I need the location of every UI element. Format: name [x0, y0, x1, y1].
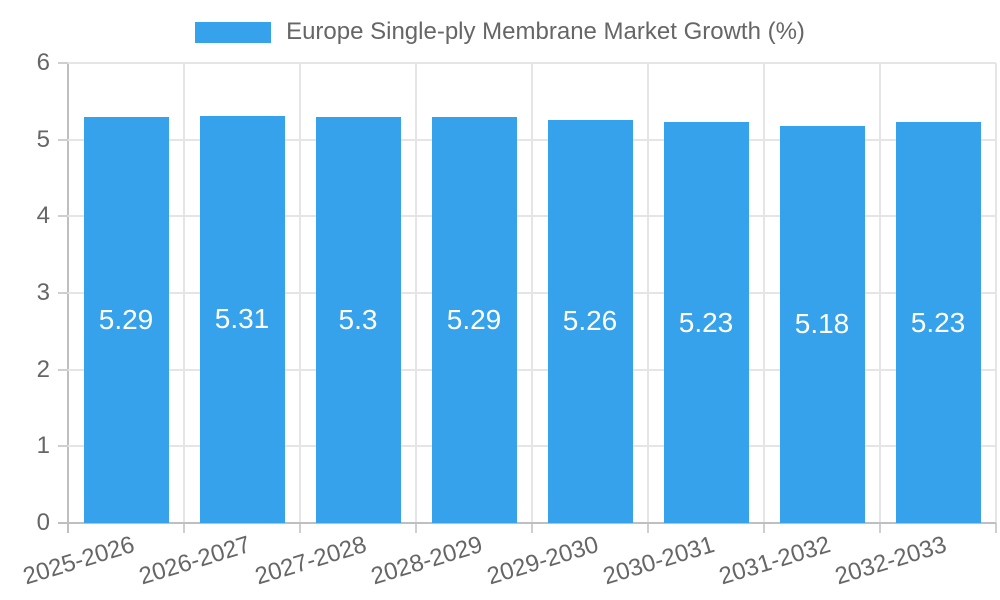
x-axis-tick — [647, 523, 649, 533]
x-axis-line — [58, 522, 996, 524]
bar-value-label: 5.23 — [678, 306, 734, 338]
legend-swatch-icon — [195, 21, 272, 43]
y-axis-line — [67, 63, 69, 533]
x-axis-tick-label: 2025-2026 — [20, 531, 138, 591]
bar[interactable] — [199, 115, 285, 523]
bar[interactable] — [431, 117, 517, 523]
legend-label: Europe Single-ply Membrane Market Growth… — [286, 18, 805, 45]
gridline-vertical — [995, 63, 997, 523]
x-axis-tick — [183, 523, 185, 533]
bar[interactable] — [83, 117, 169, 523]
y-axis-tick — [58, 138, 68, 141]
bar-value-label: 5.3 — [338, 303, 378, 335]
y-axis-tick-label: 5 — [36, 125, 50, 153]
bar[interactable] — [663, 122, 749, 523]
x-axis-tick-label: 2026-2027 — [136, 531, 254, 591]
x-axis-tick — [995, 523, 997, 533]
y-axis-tick — [58, 292, 68, 294]
y-axis-tick-label: 4 — [36, 202, 50, 230]
gridline-horizontal — [68, 368, 996, 371]
x-axis-tick-label: 2027-2028 — [252, 531, 370, 591]
x-axis-tick — [299, 523, 301, 533]
bar-value-label: 5.29 — [446, 304, 502, 336]
gridline-horizontal — [68, 292, 996, 294]
y-axis-tick-label: 1 — [36, 432, 50, 460]
gridline-horizontal — [68, 138, 996, 141]
x-axis-tick — [531, 523, 533, 533]
y-axis-tick-label: 6 — [36, 49, 50, 76]
gridline-horizontal — [68, 445, 996, 448]
x-axis-tick — [415, 523, 417, 533]
y-axis-tick — [58, 62, 68, 64]
legend: Europe Single-ply Membrane Market Growth… — [0, 18, 1000, 45]
y-axis-tick-label: 2 — [36, 355, 50, 383]
y-axis-tick-label: 0 — [36, 509, 50, 536]
x-axis-tick — [763, 523, 765, 533]
bar-value-label: 5.29 — [98, 304, 154, 336]
bar[interactable] — [895, 122, 981, 523]
x-axis-tick-label: 2032-2033 — [832, 531, 950, 591]
bar-value-label: 5.23 — [910, 306, 966, 338]
legend-item[interactable]: Europe Single-ply Membrane Market Growth… — [195, 18, 805, 45]
y-axis-tick — [58, 215, 68, 218]
bar-value-label: 5.26 — [562, 305, 618, 337]
bar-value-label: 5.31 — [214, 303, 270, 335]
bar-value-label: 5.18 — [794, 308, 850, 340]
bar[interactable] — [547, 119, 633, 523]
x-axis-tick — [879, 523, 881, 533]
bar[interactable] — [779, 125, 865, 523]
bar[interactable] — [315, 116, 401, 523]
y-axis-tick — [58, 368, 68, 371]
gridline-horizontal — [68, 215, 996, 218]
y-axis-tick-label: 3 — [36, 279, 50, 306]
x-axis-tick-label: 2029-2030 — [484, 531, 602, 591]
gridline-horizontal — [68, 62, 996, 64]
x-axis-tick-label: 2030-2031 — [600, 531, 718, 591]
x-axis-tick-label: 2031-2032 — [716, 531, 834, 591]
x-axis-tick-label: 2028-2029 — [368, 531, 486, 591]
y-axis-tick — [58, 445, 68, 448]
